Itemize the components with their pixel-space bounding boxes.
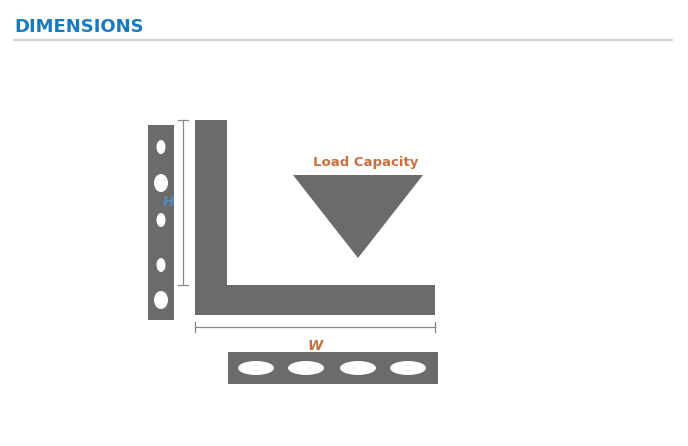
Ellipse shape	[238, 361, 274, 375]
Ellipse shape	[156, 140, 166, 154]
Polygon shape	[293, 175, 423, 258]
Ellipse shape	[288, 361, 324, 375]
Bar	[195, 120, 227, 315]
Text: DIMENSIONS: DIMENSIONS	[14, 18, 144, 36]
Bar	[195, 285, 435, 315]
Ellipse shape	[154, 174, 168, 192]
Ellipse shape	[156, 213, 166, 227]
Text: H: H	[163, 195, 175, 210]
Text: Load Capacity: Load Capacity	[313, 156, 419, 169]
Bar	[148, 125, 174, 320]
Ellipse shape	[390, 361, 426, 375]
Bar	[228, 352, 438, 384]
Ellipse shape	[156, 258, 166, 272]
Text: W: W	[308, 339, 323, 353]
Ellipse shape	[340, 361, 376, 375]
Ellipse shape	[154, 291, 168, 309]
